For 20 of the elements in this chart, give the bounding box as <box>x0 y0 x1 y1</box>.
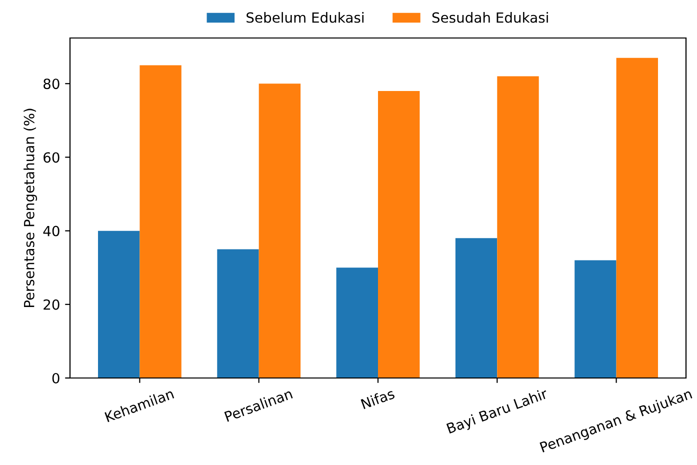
bar <box>455 238 498 378</box>
bar <box>258 84 301 378</box>
bar <box>616 58 658 378</box>
y-tick-label: 20 <box>44 299 60 310</box>
bar <box>140 65 182 378</box>
bar <box>336 268 378 378</box>
x-tick-label: Nifas <box>360 388 396 410</box>
bar <box>497 76 539 378</box>
bar <box>98 230 140 378</box>
y-axis-title: Persentase Pengetahuan (%) <box>24 108 38 308</box>
y-tick-label: 60 <box>44 152 60 163</box>
x-tick-label: Bayi Baru Lahir <box>446 388 550 436</box>
bar <box>378 90 420 378</box>
legend-label: Sebelum Edukasi <box>246 12 364 23</box>
y-tick-label: 40 <box>43 226 60 236</box>
bar <box>217 249 259 378</box>
y-tick-label: 80 <box>44 78 60 90</box>
bar <box>574 260 616 378</box>
legend-label: Sesudah Edukasi <box>432 12 548 23</box>
y-tick-label: 0 <box>52 372 60 384</box>
